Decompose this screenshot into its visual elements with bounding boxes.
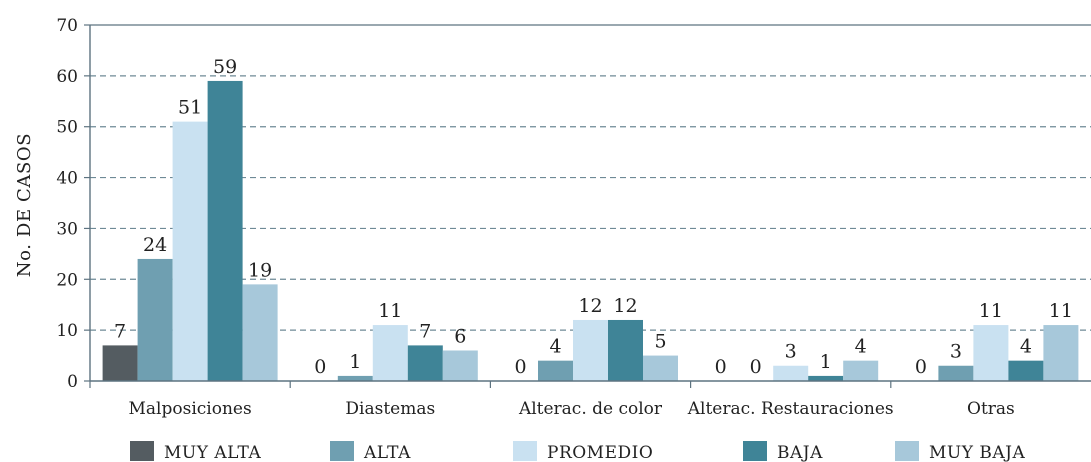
bar <box>207 80 243 381</box>
bar <box>538 360 573 381</box>
legend-label: BAJA <box>777 443 823 462</box>
bar <box>1008 360 1044 381</box>
bar <box>102 345 138 381</box>
bar-value-label: 12 <box>578 295 602 317</box>
legend-label: MUY ALTA <box>164 443 261 462</box>
bar-value-label: 5 <box>654 331 666 353</box>
bar <box>938 365 974 381</box>
bar <box>973 325 1009 381</box>
bar-value-label: 3 <box>785 341 797 363</box>
bar-value-label: 1 <box>820 351 832 373</box>
grid-lines <box>90 75 1091 331</box>
bar <box>773 365 809 381</box>
bar-value-label: 4 <box>855 336 867 358</box>
bar-value-label: 24 <box>143 234 167 256</box>
bar-value-label: 0 <box>750 356 762 378</box>
y-tick-label: 70 <box>56 16 78 36</box>
bar-value-label: 4 <box>1020 336 1032 358</box>
bar-value-label: 3 <box>950 341 962 363</box>
bar-value-label: 59 <box>213 56 237 78</box>
y-tick-label: 60 <box>56 67 78 87</box>
legend-swatch <box>895 441 919 461</box>
bar <box>372 325 408 381</box>
bars <box>102 80 1079 381</box>
bar-value-label: 19 <box>248 259 272 281</box>
bar <box>573 319 608 381</box>
bar-value-label: 11 <box>979 300 1003 322</box>
y-tick-label: 30 <box>56 219 78 239</box>
bar-value-label: 7 <box>114 320 126 342</box>
category-label: Malposiciones <box>129 399 252 419</box>
bar <box>808 375 844 381</box>
bar-value-label: 0 <box>915 356 927 378</box>
bar <box>442 350 478 381</box>
bar-value-label: 11 <box>1049 300 1073 322</box>
bar <box>337 375 373 381</box>
legend-label: PROMEDIO <box>547 443 653 462</box>
bar <box>643 355 678 381</box>
y-axis-label: No. DE CASOS <box>14 133 35 277</box>
y-tick-label: 20 <box>56 270 78 290</box>
bar-value-label: 4 <box>549 336 561 358</box>
legend-swatch <box>513 441 537 461</box>
y-tick-label: 10 <box>56 321 78 341</box>
y-tick-label: 50 <box>56 118 78 138</box>
bar-value-label: 11 <box>378 300 402 322</box>
bar-value-label: 1 <box>349 351 361 373</box>
bar <box>137 258 173 381</box>
bar-value-label: 0 <box>314 356 326 378</box>
category-label: Diastemas <box>345 399 435 419</box>
category-label: Otras <box>967 399 1015 419</box>
bar <box>1043 325 1079 381</box>
legend: MUY ALTA ALTA PROMEDIO BAJA MUY BAJA <box>130 441 1025 462</box>
y-tick-label: 0 <box>67 372 78 392</box>
legend-swatch <box>743 441 767 461</box>
bar-value-label: 7 <box>419 320 431 342</box>
legend-swatch <box>330 441 354 461</box>
bar-value-label: 0 <box>715 356 727 378</box>
legend-label: MUY BAJA <box>929 443 1025 462</box>
y-tick-label: 40 <box>56 169 78 189</box>
bar-value-label: 6 <box>454 325 466 347</box>
bar <box>172 121 208 381</box>
category-label: Alterac. de color <box>518 399 663 419</box>
bar <box>242 284 278 381</box>
bar-value-label: 0 <box>514 356 526 378</box>
category-label: Alterac. Restauraciones <box>687 399 894 419</box>
bar <box>608 319 643 381</box>
bar <box>843 360 879 381</box>
legend-swatch <box>130 441 154 461</box>
bar-value-label: 51 <box>178 97 202 119</box>
legend-label: ALTA <box>363 443 411 462</box>
bar-value-label: 12 <box>613 295 637 317</box>
bar <box>407 345 443 381</box>
